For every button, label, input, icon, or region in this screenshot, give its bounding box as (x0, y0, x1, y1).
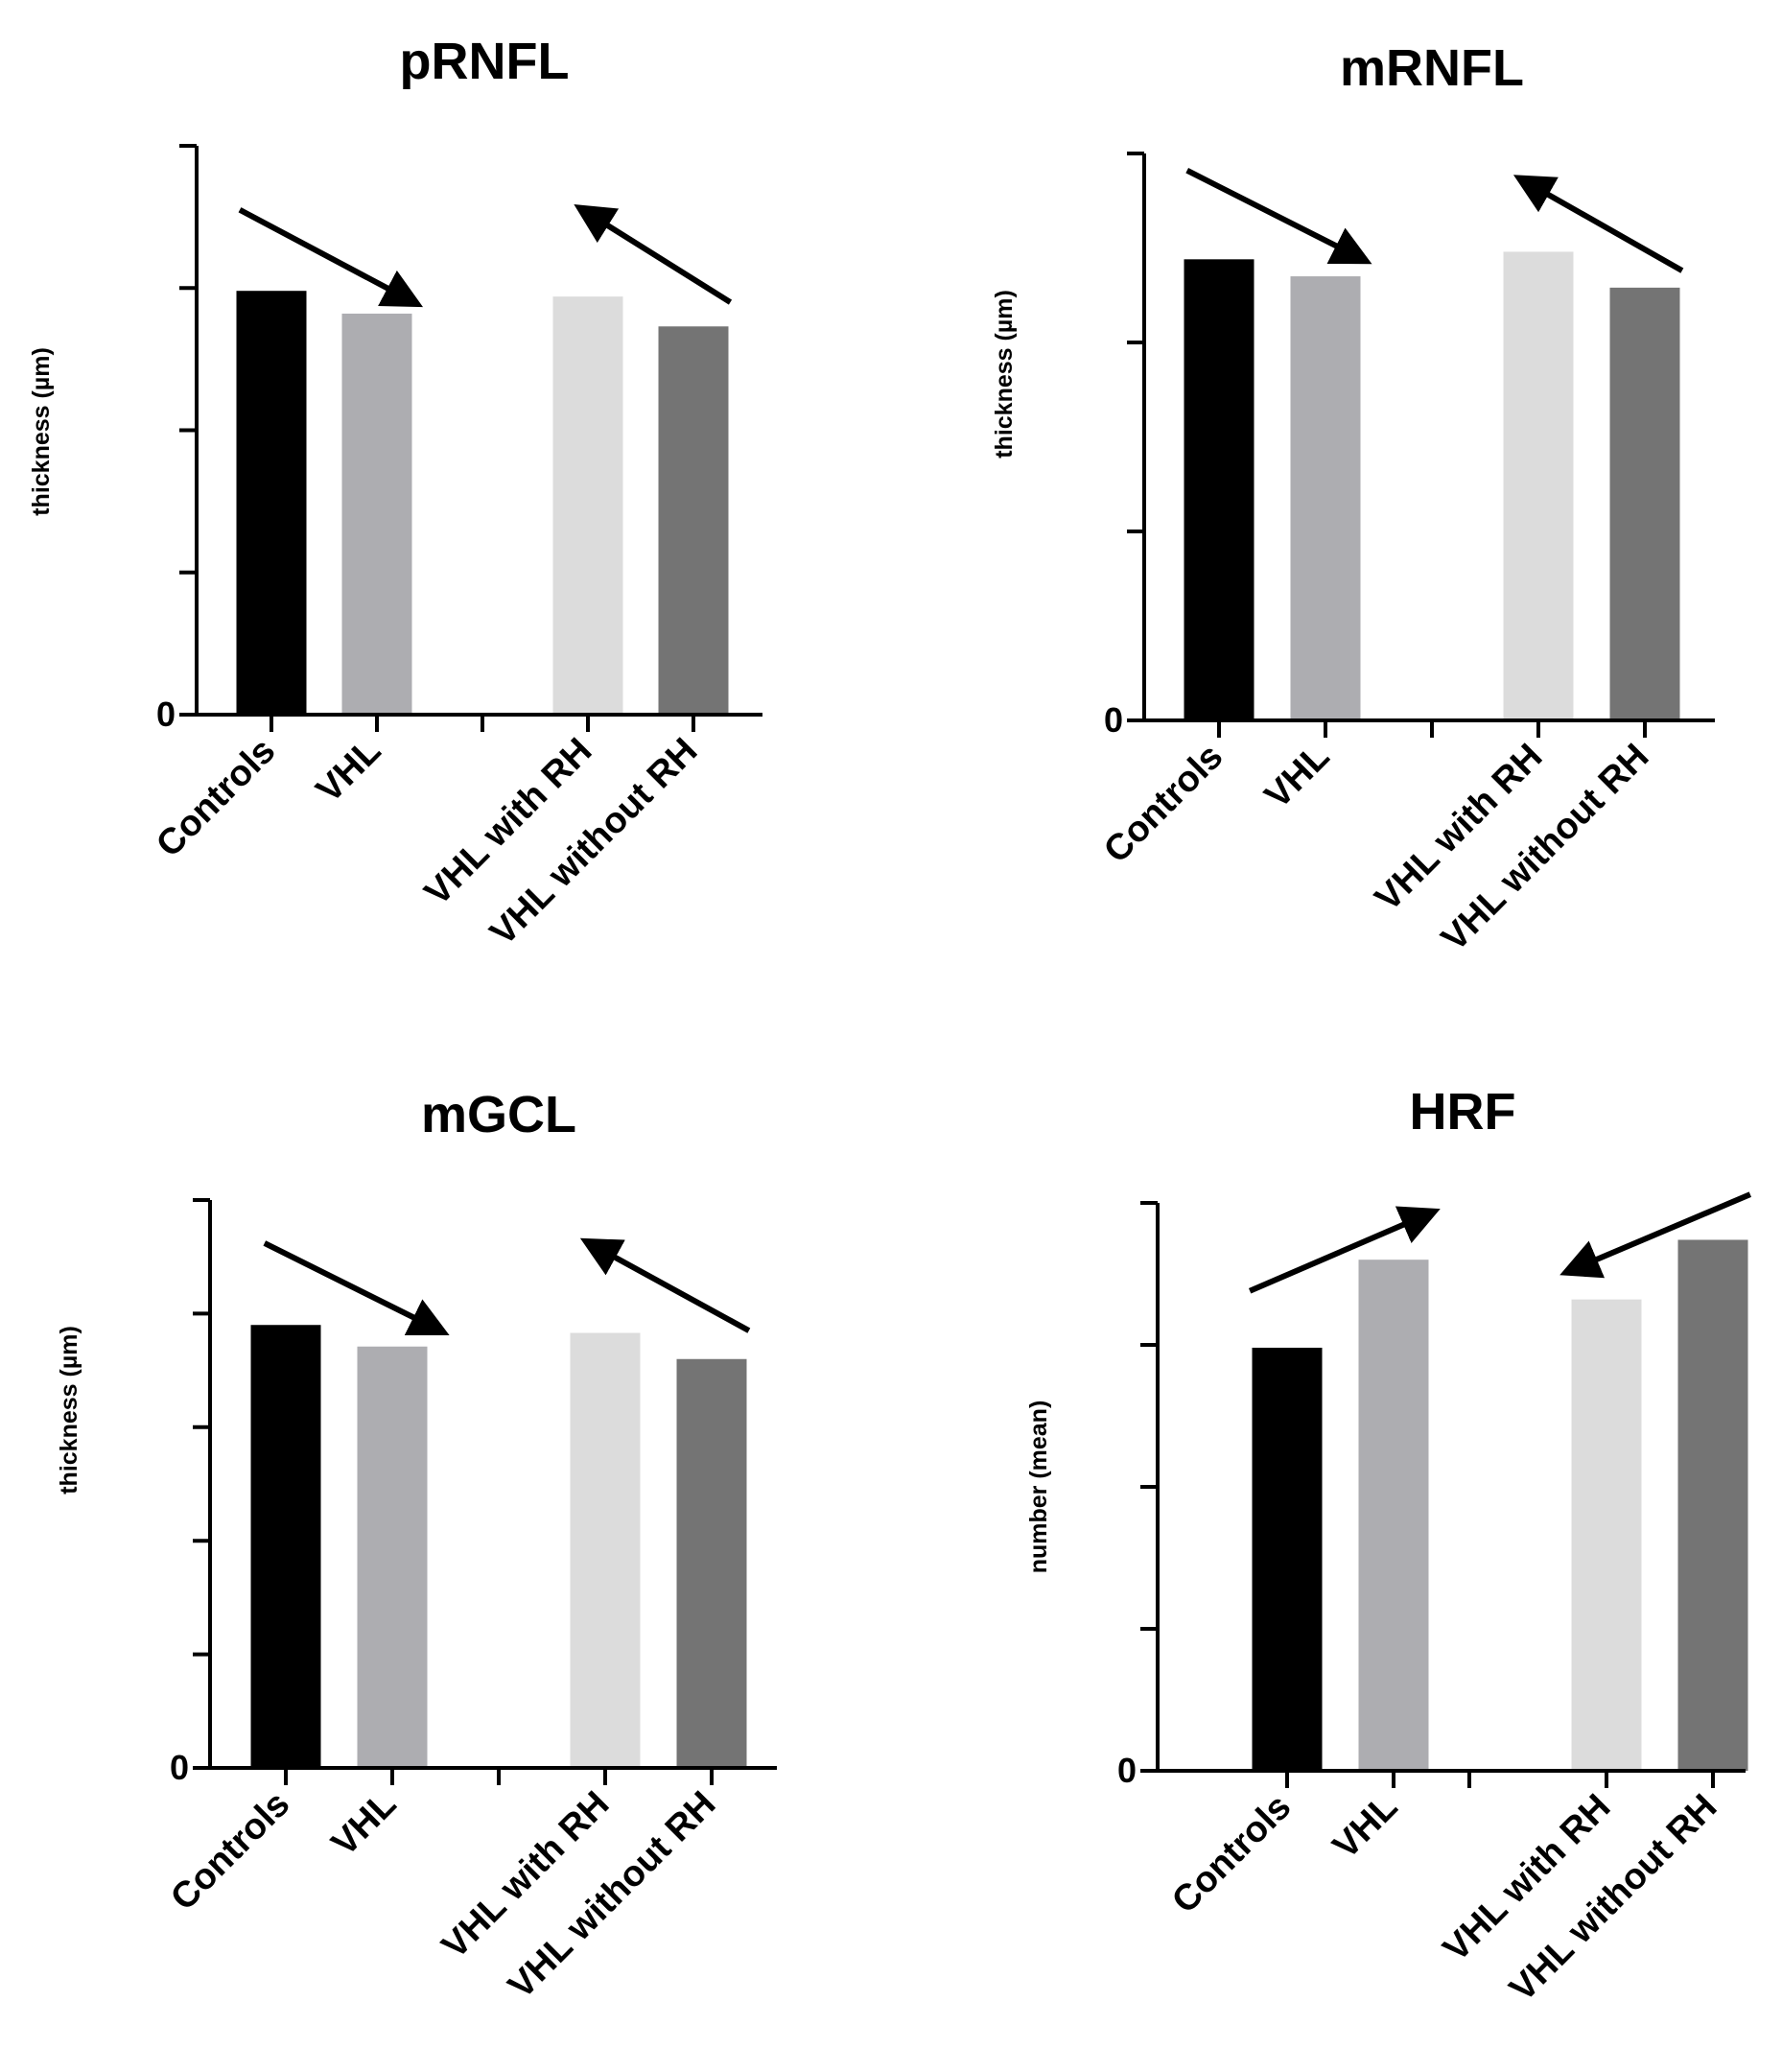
bar-vhl-with-rh (1503, 251, 1574, 720)
y-tick-label: 0 (1117, 1751, 1137, 1790)
y-tick-label: 0 (1104, 700, 1123, 740)
y-axis-label: number (mean) (1025, 1401, 1052, 1574)
y-axis-label: thickness (µm) (28, 347, 55, 516)
bar-vhl-without-rh (658, 326, 729, 715)
bar-vhl (1358, 1260, 1429, 1771)
x-tick-label: VHL without RH (1502, 1787, 1724, 2010)
trend-arrow (1512, 175, 1684, 273)
trend-arrow (1185, 168, 1372, 265)
trend-arrow (579, 1237, 751, 1333)
bar-controls (1252, 1347, 1323, 1771)
bar-vhl-without-rh (676, 1358, 747, 1768)
bar-controls (250, 1325, 321, 1768)
bar-controls (236, 291, 307, 715)
bar-controls (1184, 259, 1254, 720)
trend-arrow (263, 1240, 450, 1336)
bar-vhl-without-rh (1677, 1239, 1748, 1771)
chart-title: pRNFL (400, 33, 570, 90)
bar-vhl-with-rh (552, 296, 623, 715)
bar-vhl (341, 313, 412, 715)
bar-vhl-with-rh (1571, 1299, 1642, 1771)
y-axis-label: thickness (µm) (56, 1326, 82, 1495)
y-tick-label: 0 (170, 1748, 189, 1787)
chart-title: HRF (1410, 1083, 1516, 1141)
bar-vhl-with-rh (570, 1332, 641, 1768)
x-tick-label: Controls (163, 1784, 297, 1919)
x-tick-label: Controls (149, 731, 283, 865)
trend-arrow (1559, 1191, 1752, 1279)
x-tick-label: VHL (324, 1784, 404, 1864)
x-tick-label: VHL (309, 731, 388, 811)
chart-title: mGCL (421, 1086, 576, 1143)
bar-vhl (357, 1346, 428, 1768)
y-axis-label: thickness (µm) (991, 290, 1018, 459)
x-tick-label: VHL (1257, 737, 1337, 816)
x-tick-label: VHL without RH (1434, 737, 1656, 959)
trend-arrow (238, 207, 424, 308)
y-tick-label: 0 (156, 695, 176, 734)
bar-vhl (1290, 276, 1361, 720)
x-tick-label: VHL (1325, 1787, 1405, 1867)
trend-arrow (1248, 1206, 1441, 1294)
x-tick-label: VHL without RH (501, 1784, 723, 2007)
trend-arrow (574, 203, 733, 305)
x-tick-label: Controls (1164, 1787, 1299, 1921)
bar-vhl-without-rh (1609, 287, 1680, 720)
chart-title: mRNFL (1340, 39, 1524, 97)
x-tick-label: Controls (1096, 737, 1231, 871)
